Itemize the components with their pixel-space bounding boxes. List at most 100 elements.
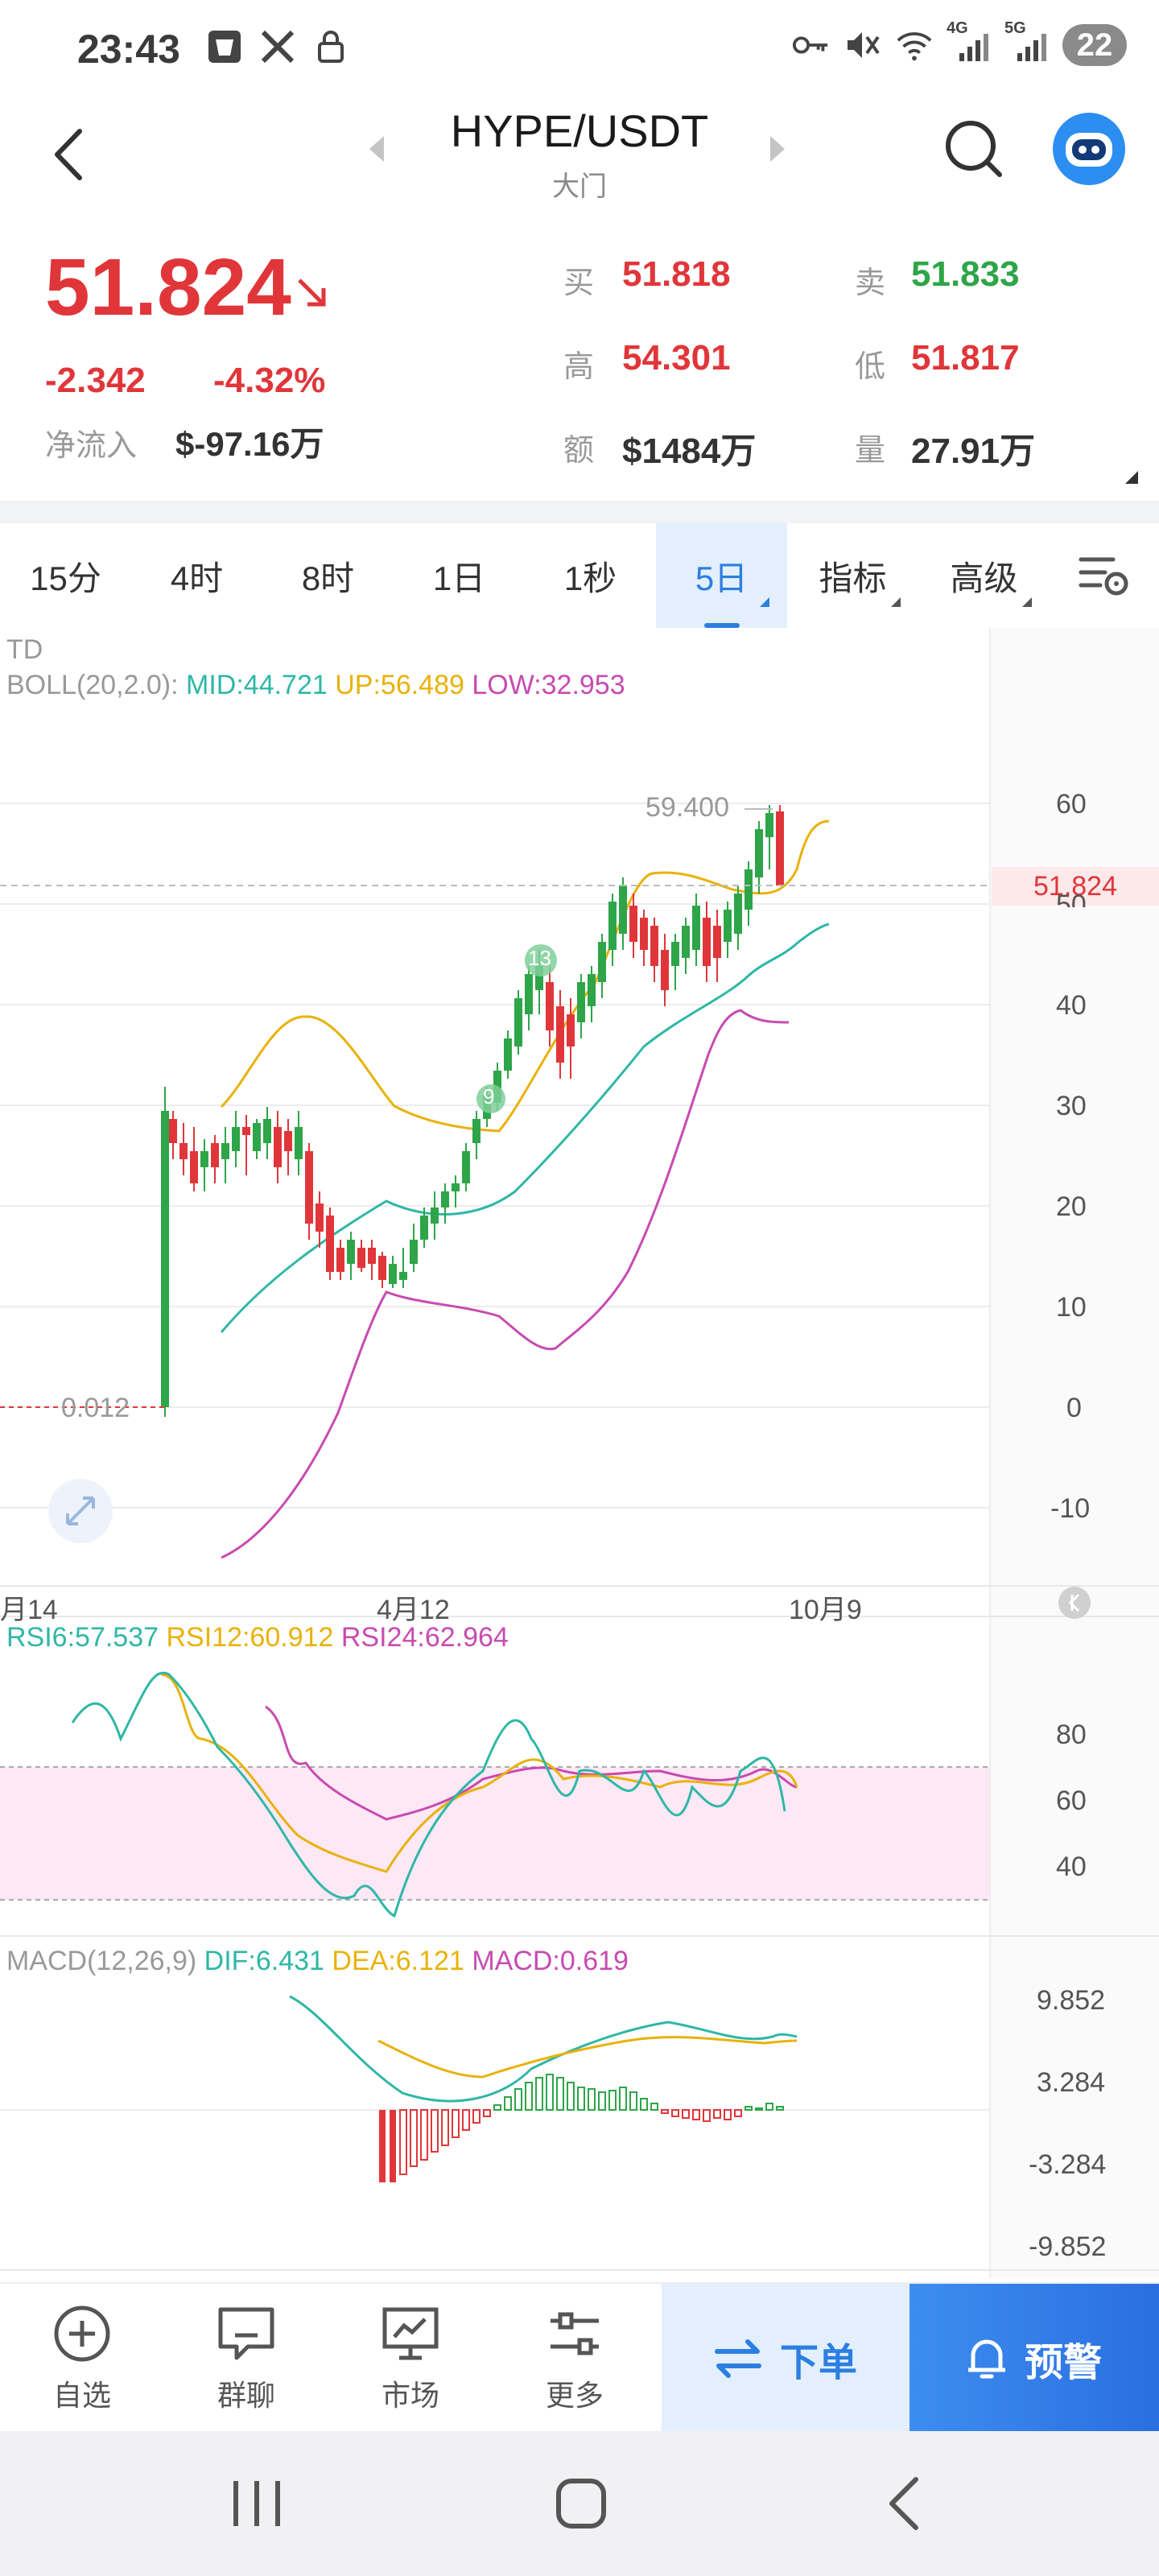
tab-label: 指标 — [819, 559, 887, 597]
candle-body — [378, 1256, 386, 1280]
candle-body — [368, 1248, 376, 1264]
macd-bar — [640, 2098, 648, 2111]
rsi-legend: RSI6:57.537 RSI12:60.912 RSI24:62.964 — [6, 1622, 509, 1653]
candle-body — [295, 1127, 303, 1159]
section-divider — [0, 501, 1159, 523]
macd-bar — [504, 2096, 512, 2111]
candle-body — [326, 1216, 334, 1272]
tab-1s[interactable]: 1秒 — [525, 523, 656, 628]
candle-body — [284, 1131, 292, 1151]
macd-bar — [390, 2110, 396, 2182]
macd-bar — [472, 2109, 481, 2124]
amount-label: 额 — [563, 434, 595, 468]
candle-body — [200, 1151, 208, 1167]
status-icons-right: 4G 5G 22 — [792, 19, 1127, 66]
macd-dif-value: DIF:6.431 — [204, 1946, 324, 1976]
boll-up-value: UP:56.489 — [335, 670, 464, 700]
interval-tabs: 15分 4时 8时 1日 1秒 5日 指标 高级 — [0, 523, 1159, 628]
candle-body — [525, 974, 533, 1014]
assistant-bot-button[interactable] — [1053, 113, 1125, 185]
candle-body — [535, 966, 543, 990]
tab-advanced[interactable]: 高级 — [918, 523, 1050, 628]
rsi-y-tick: 80 — [1056, 1719, 1087, 1750]
dropdown-caret-icon — [760, 597, 769, 607]
status-time: 23:43 — [77, 27, 180, 72]
macd-bar — [755, 2107, 763, 2111]
chart-area[interactable]: TD BOLL(20,2.0): MID:44.721 UP:56.489 LO… — [0, 628, 1159, 2278]
volume-value: 27.91万 — [911, 431, 1036, 471]
market-button[interactable]: 市场 — [330, 2284, 491, 2433]
home-icon[interactable] — [556, 2479, 606, 2529]
candle-body — [577, 982, 585, 1022]
candle-body — [232, 1127, 240, 1151]
x-tick: 月14 — [0, 1595, 58, 1625]
macd-bar — [567, 2082, 575, 2111]
more-sliders-icon — [551, 2312, 599, 2355]
boll-mid-value: MID:44.721 — [186, 670, 328, 700]
candle-body — [744, 869, 753, 910]
next-pair-button[interactable] — [769, 133, 788, 169]
scroll-latest-icon[interactable] — [1058, 1587, 1091, 1619]
last-price: 51.824 — [45, 242, 291, 332]
candle-body — [336, 1248, 344, 1272]
expand-chart-icon[interactable] — [48, 1479, 113, 1543]
robot-icon — [1066, 133, 1112, 167]
candle-body — [724, 910, 732, 942]
macd-bar — [661, 2109, 669, 2114]
tab-1d[interactable]: 1日 — [394, 523, 525, 628]
macd-macd-value: MACD:0.619 — [472, 1946, 629, 1976]
place-order-button[interactable]: 下单 — [662, 2284, 909, 2433]
prev-pair-button[interactable] — [366, 133, 386, 169]
add-circle-icon — [54, 2306, 110, 2361]
net-5g-label: 5G — [1004, 19, 1026, 37]
inflow-value: $-97.16万 — [175, 425, 324, 463]
macd-bar — [577, 2087, 585, 2111]
high-value: 54.301 — [622, 338, 731, 378]
low-value: 51.817 — [911, 338, 1020, 378]
order-label: 下单 — [779, 2341, 857, 2384]
status-icons-left — [205, 27, 350, 66]
status-bar: 23:43 4G 5G 22 — [0, 0, 1159, 97]
tab-indicators[interactable]: 指标 — [787, 523, 918, 628]
candle-body — [556, 1006, 564, 1063]
tab-4h[interactable]: 4时 — [131, 523, 262, 628]
tab-15m[interactable]: 15分 — [0, 523, 131, 628]
macd-bar — [619, 2087, 627, 2111]
net-4g-label: 4G — [947, 19, 968, 37]
watchlist-button[interactable]: 自选 — [2, 2284, 163, 2433]
candle-body — [703, 918, 711, 966]
macd-bar — [410, 2109, 418, 2167]
macd-bar — [525, 2082, 533, 2111]
min-price-label: 0.012 — [61, 1393, 130, 1423]
lock-icon — [311, 27, 350, 66]
more-button[interactable]: 更多 — [494, 2284, 655, 2433]
candle-body — [190, 1151, 198, 1183]
candle-body — [608, 902, 617, 950]
price-alert-button[interactable]: 预警 — [909, 2284, 1159, 2433]
macd-bar — [692, 2109, 700, 2120]
pair-title[interactable]: HYPE/USDT — [450, 105, 709, 156]
rsi6-value: RSI6:57.537 — [6, 1622, 159, 1653]
system-back-icon[interactable] — [889, 2477, 918, 2530]
signal-5g-icon: 5G — [1004, 19, 1050, 64]
market-label: 市场 — [381, 2378, 439, 2412]
back-button[interactable] — [40, 114, 97, 195]
tab-5d[interactable]: 5日 — [656, 523, 787, 628]
recent-apps-icon[interactable] — [233, 2481, 280, 2526]
candle-body — [472, 1119, 481, 1143]
macd-y-tick: -3.284 — [1029, 2149, 1107, 2180]
candle-body — [169, 1119, 177, 1143]
macd-bar — [650, 2103, 658, 2111]
tab-label: 4时 — [170, 559, 224, 597]
candle-body — [420, 1216, 428, 1240]
macd-bar — [546, 2074, 554, 2111]
system-navigation-bar — [0, 2431, 1159, 2576]
tab-8h[interactable]: 8时 — [262, 523, 394, 628]
low-label: 低 — [855, 350, 886, 384]
search-button[interactable] — [942, 117, 1006, 181]
group-chat-button[interactable]: 群聊 — [166, 2284, 327, 2433]
x-tick: 4月12 — [377, 1595, 450, 1625]
candle-body — [514, 998, 522, 1046]
chart-settings-button[interactable] — [1050, 523, 1159, 628]
expand-panel-icon[interactable] — [1125, 471, 1138, 484]
